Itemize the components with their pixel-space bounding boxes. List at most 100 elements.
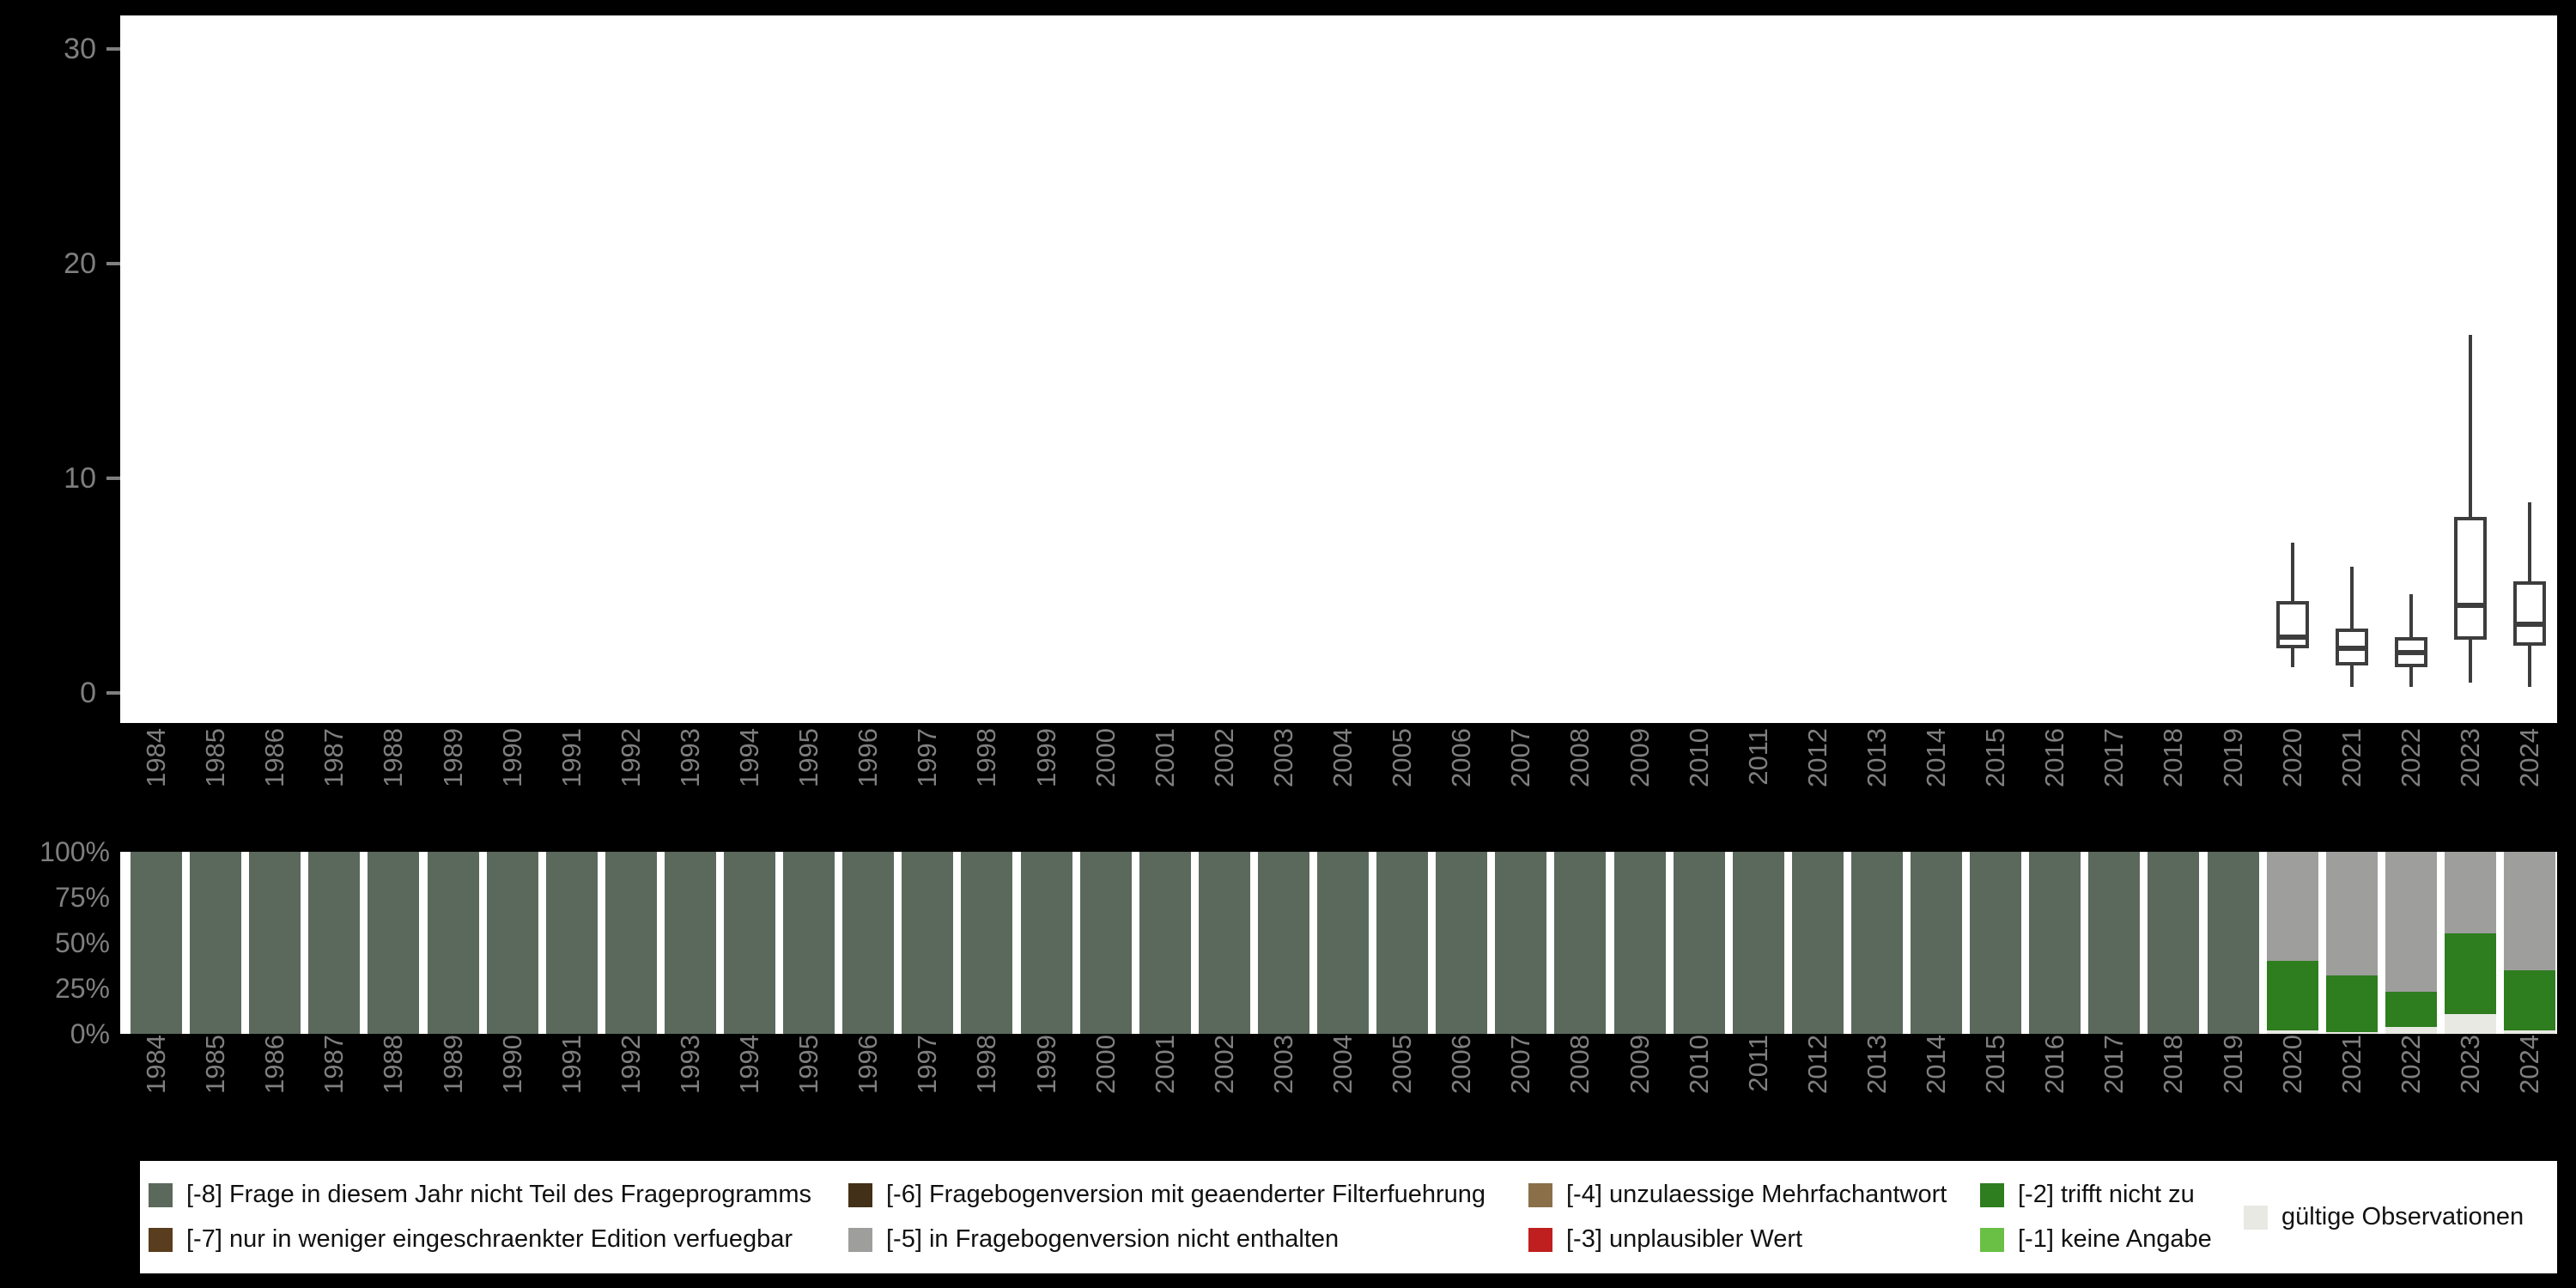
bar-segment-m8 — [1850, 852, 1903, 1034]
bar-segment-m8 — [1791, 852, 1844, 1034]
bar-segment-m8 — [902, 852, 954, 1034]
x-axis-year-label: 1991 — [556, 1035, 586, 1094]
x-axis-year-label: 2010 — [1683, 728, 1714, 787]
x-axis-year-label: 1989 — [437, 1035, 468, 1094]
bar-segment-m8 — [1020, 852, 1072, 1034]
bar-segment-valid — [2504, 1030, 2555, 1034]
x-axis-year-label: 2023 — [2454, 1035, 2485, 1094]
x-axis-year-label: 1999 — [1030, 1035, 1061, 1094]
legend-swatch-m8-icon — [149, 1182, 173, 1207]
x-axis-year-label: 1984 — [141, 728, 171, 787]
bar-segment-m8 — [961, 852, 1013, 1034]
x-axis-year-label: 2015 — [1980, 728, 2011, 787]
x-axis-year-label: 2020 — [2276, 1035, 2307, 1094]
x-axis-year-label: 1995 — [793, 728, 824, 787]
bar-segment-m2 — [2385, 992, 2437, 1027]
legend-swatch-m4-icon — [1528, 1182, 1552, 1207]
x-axis-year-label: 1998 — [971, 1035, 1002, 1094]
legend-label: gültige Observationen — [2281, 1203, 2524, 1230]
x-axis-year-label: 1987 — [319, 1035, 349, 1094]
x-axis-year-label: 2017 — [2099, 728, 2129, 787]
boxplot-upper-whisker — [2468, 334, 2472, 517]
legend-item-m4: [-4] unzulaessige Mehrfachantwort — [1528, 1177, 1980, 1213]
x-axis-year-label: 2008 — [1564, 728, 1595, 787]
x-axis-year-label: 2022 — [2395, 1035, 2426, 1094]
percent-tick-label: 100% — [39, 836, 110, 867]
x-axis-year-label: 2010 — [1683, 1035, 1714, 1094]
legend-swatch-m2-icon — [1980, 1182, 2004, 1207]
x-axis-year-label: 2017 — [2099, 1035, 2129, 1094]
legend-column: [-4] unzulaessige Mehrfachantwort [-3] un… — [1528, 1161, 1980, 1273]
x-axis-year-label: 1988 — [378, 728, 409, 787]
x-axis-year-label: 2007 — [1505, 728, 1536, 787]
legend-swatch-m6-icon — [848, 1182, 872, 1207]
bar-segment-m8 — [1495, 852, 1547, 1034]
bar-segment-m8 — [1436, 852, 1488, 1034]
bar-segment-m8 — [427, 852, 479, 1034]
y-tick-label: 0 — [80, 677, 96, 709]
x-axis-year-label: 1989 — [437, 728, 468, 787]
legend-swatch-m7-icon — [149, 1227, 173, 1252]
x-axis-year-label: 1988 — [378, 1035, 409, 1094]
x-axis-year-label: 1987 — [319, 728, 349, 787]
bar-segment-m8 — [1911, 852, 1962, 1034]
x-axis-year-label: 1992 — [615, 728, 646, 787]
x-axis-year-label: 1991 — [556, 728, 586, 787]
bar-segment-m8 — [190, 852, 242, 1034]
boxplot-median — [2275, 635, 2309, 640]
boxplot-box — [2275, 600, 2309, 648]
x-axis-year-label: 2018 — [2158, 1035, 2189, 1094]
x-axis-year-label: 1984 — [141, 1035, 171, 1094]
x-axis-year-label: 2012 — [1801, 1035, 1832, 1094]
legend-label: [-5] in Fragebogenversion nicht enthalte… — [886, 1225, 1340, 1253]
boxplot-upper-whisker — [2290, 543, 2294, 601]
x-axis-year-label: 2013 — [1861, 728, 1892, 787]
x-axis-year-label: 2001 — [1149, 728, 1180, 787]
bar-segment-m2 — [2266, 961, 2318, 1030]
bar-segment-m8 — [1317, 852, 1369, 1034]
x-axis-year-label: 1990 — [496, 728, 527, 787]
x-axis-year-label: 1985 — [200, 1035, 231, 1094]
x-axis-year-label: 2023 — [2454, 728, 2485, 787]
boxplot-median — [2335, 645, 2368, 651]
bar-segment-m8 — [1554, 852, 1607, 1034]
legend-label: [-4] unzulaessige Mehrfachantwort — [1566, 1181, 1947, 1208]
legend-column: [-8] Frage in diesem Jahr nicht Teil des… — [149, 1161, 848, 1273]
bar-segment-m8 — [368, 852, 420, 1034]
bar-segment-m8 — [724, 852, 775, 1034]
x-axis-year-label: 2016 — [2039, 728, 2070, 787]
x-axis-year-label: 2005 — [1387, 1035, 1418, 1094]
x-axis-year-label: 2016 — [2039, 1035, 2070, 1094]
x-axis-year-label: 1998 — [971, 728, 1002, 787]
legend-label: [-6] Fragebogenversion mit geaenderter F… — [886, 1181, 1485, 1208]
x-axis-year-label: 2000 — [1090, 728, 1121, 787]
boxplot-lower-whisker — [2290, 647, 2294, 667]
bar-segment-valid — [2385, 1026, 2437, 1034]
x-axis-year-label: 2006 — [1446, 1035, 1477, 1094]
percent-tick-label: 50% — [54, 927, 110, 958]
x-axis-year-label: 2019 — [2217, 1035, 2248, 1094]
legend: [-8] Frage in diesem Jahr nicht Teil des… — [140, 1161, 2557, 1273]
x-axis-year-label: 1999 — [1030, 728, 1061, 787]
x-axis-year-label: 2004 — [1327, 1035, 1358, 1094]
bar-segment-valid — [2266, 1030, 2318, 1034]
bar-segment-m5 — [2266, 852, 2318, 962]
x-axis-year-label: 1992 — [615, 1035, 646, 1094]
x-axis-year-label: 2011 — [1742, 1035, 1773, 1092]
legend-item-m2: [-2] trifft nicht zu — [1980, 1177, 2244, 1213]
boxplot-median — [2513, 622, 2546, 627]
bar-segment-valid — [2325, 1031, 2378, 1034]
x-axis-year-label: 2003 — [1267, 728, 1298, 787]
legend-item-m7: [-7] nur in weniger eingeschraenkter Edi… — [149, 1222, 848, 1258]
x-axis-year-label: 2001 — [1149, 1035, 1180, 1094]
bar-segment-m2 — [2325, 975, 2378, 1032]
legend-label: [-1] keine Angabe — [2018, 1225, 2212, 1253]
x-axis-year-label: 2022 — [2395, 728, 2426, 787]
bar-segment-m5 — [2504, 852, 2555, 970]
y-tick-mark — [106, 47, 120, 51]
x-axis-year-label: 2003 — [1267, 1035, 1298, 1094]
x-axis-year-label: 1993 — [674, 1035, 705, 1094]
bar-segment-m8 — [486, 852, 538, 1034]
bar-segment-m8 — [308, 852, 361, 1034]
x-axis-year-label: 2024 — [2514, 728, 2544, 787]
